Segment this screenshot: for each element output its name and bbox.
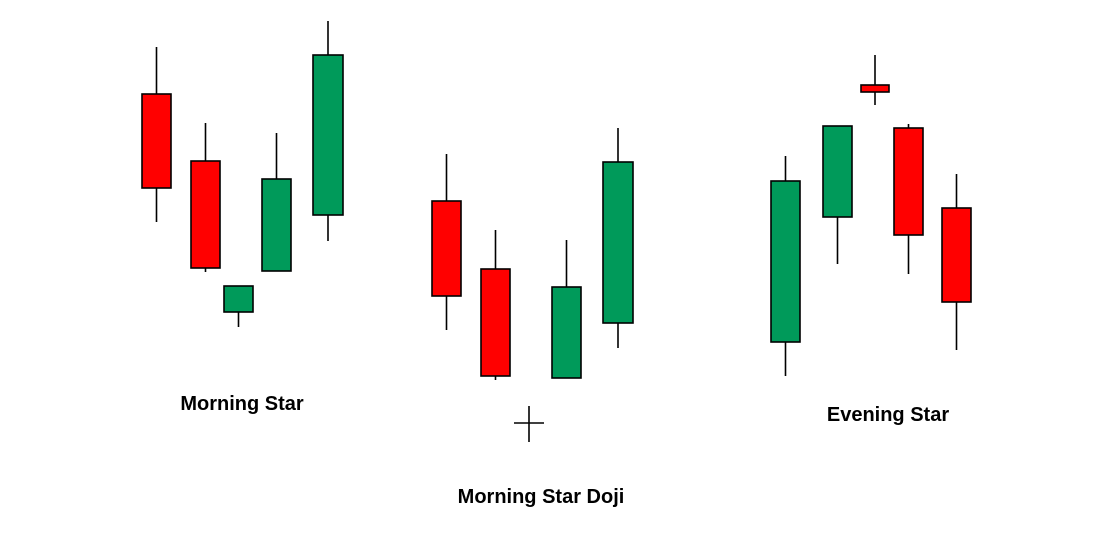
bullish-candle	[261, 178, 292, 272]
bearish-candle	[141, 93, 172, 189]
bullish-candle	[602, 161, 634, 324]
bullish-candle	[312, 54, 344, 216]
bearish-candle	[480, 268, 511, 377]
star-candle	[860, 84, 890, 93]
pattern-label: Morning Star Doji	[458, 486, 625, 508]
bearish-candle	[190, 160, 221, 269]
pattern-label: Evening Star	[827, 404, 949, 426]
bearish-candle	[893, 127, 924, 236]
pattern-label: Morning Star	[180, 393, 304, 415]
evening-star-pattern: Evening Star	[770, 55, 972, 426]
bullish-candle	[822, 125, 853, 218]
morning-star-doji-pattern: Morning Star Doji	[431, 128, 634, 508]
bullish-candle	[551, 286, 582, 379]
bullish-candle	[770, 180, 801, 343]
bearish-candle	[431, 200, 462, 297]
bullish-candle	[223, 285, 254, 313]
morning-star-pattern: Morning Star	[141, 21, 344, 415]
bearish-candle	[941, 207, 972, 303]
